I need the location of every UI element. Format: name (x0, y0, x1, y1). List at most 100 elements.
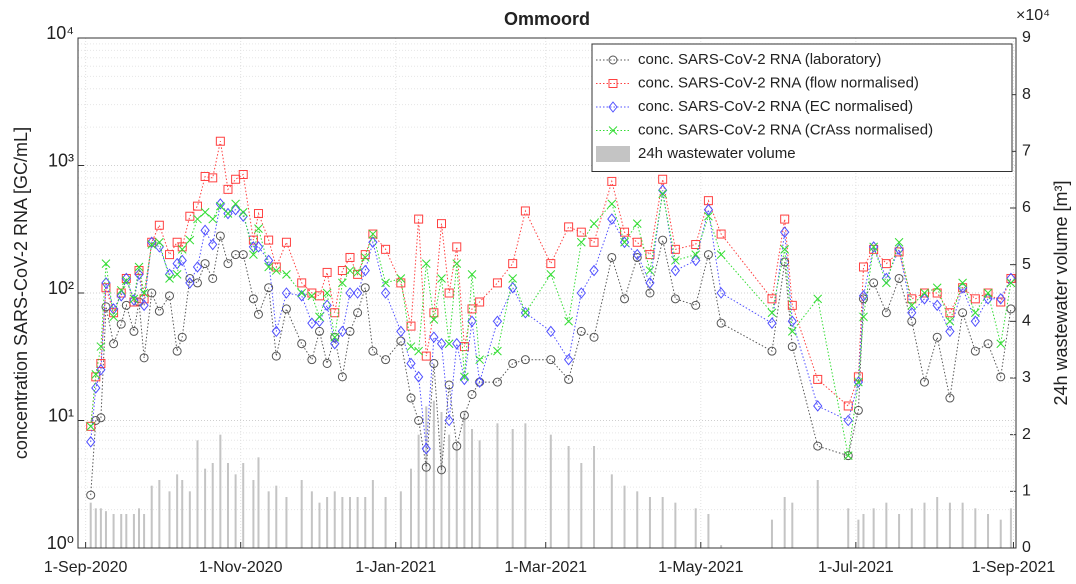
marker (932, 283, 942, 293)
volume-bar (267, 491, 270, 548)
volume-bar (872, 508, 875, 548)
marker-stroke (787, 327, 797, 336)
marker (297, 339, 307, 349)
marker (589, 237, 599, 247)
marker (983, 339, 993, 349)
marker (109, 312, 118, 322)
volume-bar (219, 434, 222, 548)
marker (345, 252, 355, 262)
marker-stroke (421, 259, 431, 268)
volume-bar (694, 508, 697, 548)
volume-bar (910, 508, 913, 548)
marker (360, 283, 370, 293)
marker (177, 242, 187, 252)
marker (281, 287, 292, 299)
marker (691, 240, 701, 250)
marker (172, 237, 182, 247)
marker-stroke (360, 253, 370, 262)
marker (508, 281, 518, 294)
marker (353, 268, 362, 277)
marker (437, 274, 446, 283)
marker (172, 270, 182, 279)
volume-bar (310, 491, 313, 548)
volume-bar (410, 468, 413, 548)
y-tick-label: 10¹ (48, 405, 74, 425)
marker-stroke (1006, 278, 1016, 288)
volume-bar (252, 480, 255, 548)
volume-bar (816, 480, 819, 548)
marker-stroke (338, 278, 347, 288)
marker (983, 288, 993, 298)
legend-label: conc. SARS-CoV-2 RNA (CrAss normalised) (638, 121, 933, 138)
marker (421, 442, 431, 455)
marker (670, 294, 680, 304)
marker (215, 198, 225, 210)
marker-stroke (297, 288, 307, 298)
marker (238, 250, 248, 260)
marker (869, 242, 879, 252)
marker (907, 301, 917, 310)
marker (645, 277, 655, 289)
marker-stroke (452, 259, 462, 268)
volume-bar (326, 497, 329, 548)
marker (353, 308, 363, 318)
volume-bar (125, 514, 128, 548)
marker (508, 274, 518, 283)
marker (249, 250, 258, 259)
marker (129, 294, 139, 306)
marker (381, 278, 390, 288)
volume-bar (948, 502, 951, 548)
marker-stroke (353, 268, 362, 277)
marker (945, 308, 955, 318)
marker (444, 288, 454, 298)
y2-tick-label: 0 (1022, 539, 1031, 556)
marker (546, 355, 556, 365)
marker (322, 299, 332, 312)
volume-bar (707, 514, 710, 548)
marker-stroke (932, 283, 942, 293)
marker-stroke (493, 346, 502, 356)
marker-stroke (121, 276, 131, 285)
marker (467, 315, 477, 328)
volume-bar (471, 429, 474, 548)
marker-stroke (576, 237, 586, 247)
marker (381, 244, 391, 254)
y2-tick-label: 9 (1022, 29, 1031, 46)
marker (767, 317, 777, 329)
marker-stroke (254, 224, 263, 233)
marker (264, 262, 274, 272)
marker (475, 297, 485, 307)
marker (330, 332, 340, 342)
volume-bar (791, 502, 794, 548)
marker (869, 278, 879, 288)
marker (996, 372, 1006, 382)
volume-bar (99, 508, 102, 548)
marker (632, 248, 642, 261)
marker-stroke (620, 237, 629, 247)
marker (787, 342, 797, 352)
y2-multiplier: ×10⁴ (1016, 7, 1050, 24)
marker (894, 237, 904, 247)
marker (281, 237, 291, 247)
marker (780, 214, 790, 224)
marker (670, 264, 681, 277)
marker (607, 199, 617, 209)
marker (970, 308, 980, 318)
marker (352, 287, 363, 299)
marker (894, 273, 904, 283)
marker (813, 374, 823, 384)
volume-bar (610, 474, 613, 548)
marker (147, 236, 157, 249)
marker (508, 358, 518, 368)
marker (958, 278, 967, 288)
marker (116, 288, 126, 298)
marker (958, 308, 968, 318)
volume-bar (226, 463, 229, 548)
marker (86, 421, 96, 431)
marker-stroke (996, 339, 1006, 349)
marker-stroke (589, 219, 599, 228)
marker-stroke (983, 288, 993, 298)
y2-tick-label: 3 (1022, 369, 1031, 386)
marker (704, 211, 713, 221)
